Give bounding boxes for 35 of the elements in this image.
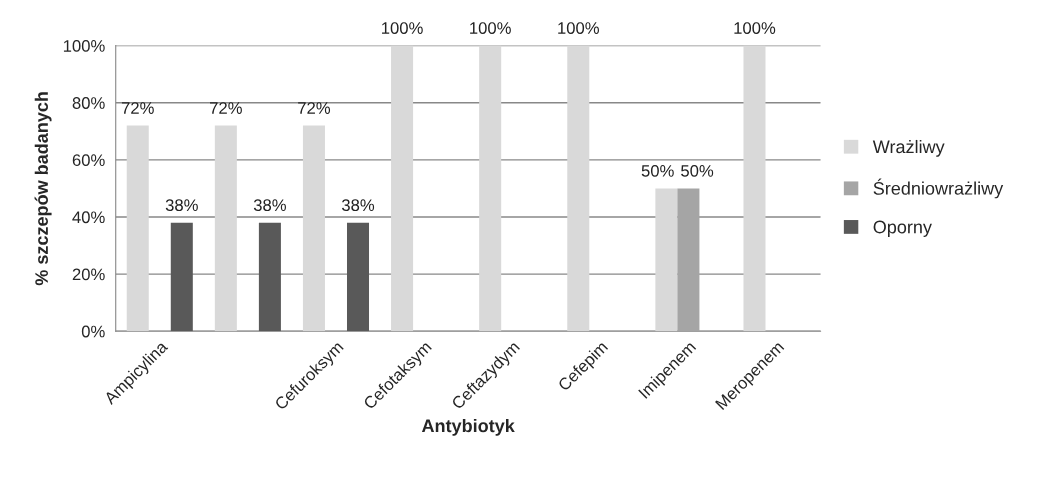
legend-label: Średniowrażliwy [873, 178, 1004, 199]
bar [126, 125, 149, 332]
y-tick-label: 80% [72, 97, 105, 109]
data-label: 38% [165, 199, 198, 212]
data-label: 50% [641, 164, 674, 177]
bar [302, 125, 325, 332]
bar [347, 222, 370, 332]
bar [170, 222, 193, 332]
data-label: 72% [121, 102, 154, 114]
bar [258, 222, 281, 332]
y-tick-label: 0% [81, 325, 105, 338]
data-label: 72% [210, 102, 242, 114]
bar [567, 45, 590, 332]
y-axis-title: % szczepów badanych [34, 92, 52, 286]
data-label: 72% [298, 102, 331, 114]
bar [214, 125, 237, 332]
y-tick-label: 60% [72, 154, 105, 167]
x-axis-title: Antybiotyk [421, 418, 515, 436]
y-tick-label: 20% [72, 268, 105, 281]
y-tick-label: 100% [63, 40, 105, 52]
data-label: 50% [681, 164, 714, 177]
data-label: 100% [382, 22, 423, 34]
legend-label: Wrażliwy [872, 139, 945, 157]
bar [391, 45, 414, 332]
data-label: 38% [341, 199, 375, 212]
data-label: 100% [734, 22, 776, 34]
data-label: 38% [253, 199, 286, 212]
bar [743, 45, 766, 332]
bar [479, 45, 502, 332]
bar [677, 188, 700, 332]
data-label: 100% [470, 22, 511, 34]
legend-label: Oporny [873, 220, 932, 237]
y-tick-label: 40% [72, 211, 105, 224]
bar [655, 188, 678, 332]
data-label: 100% [558, 22, 599, 34]
